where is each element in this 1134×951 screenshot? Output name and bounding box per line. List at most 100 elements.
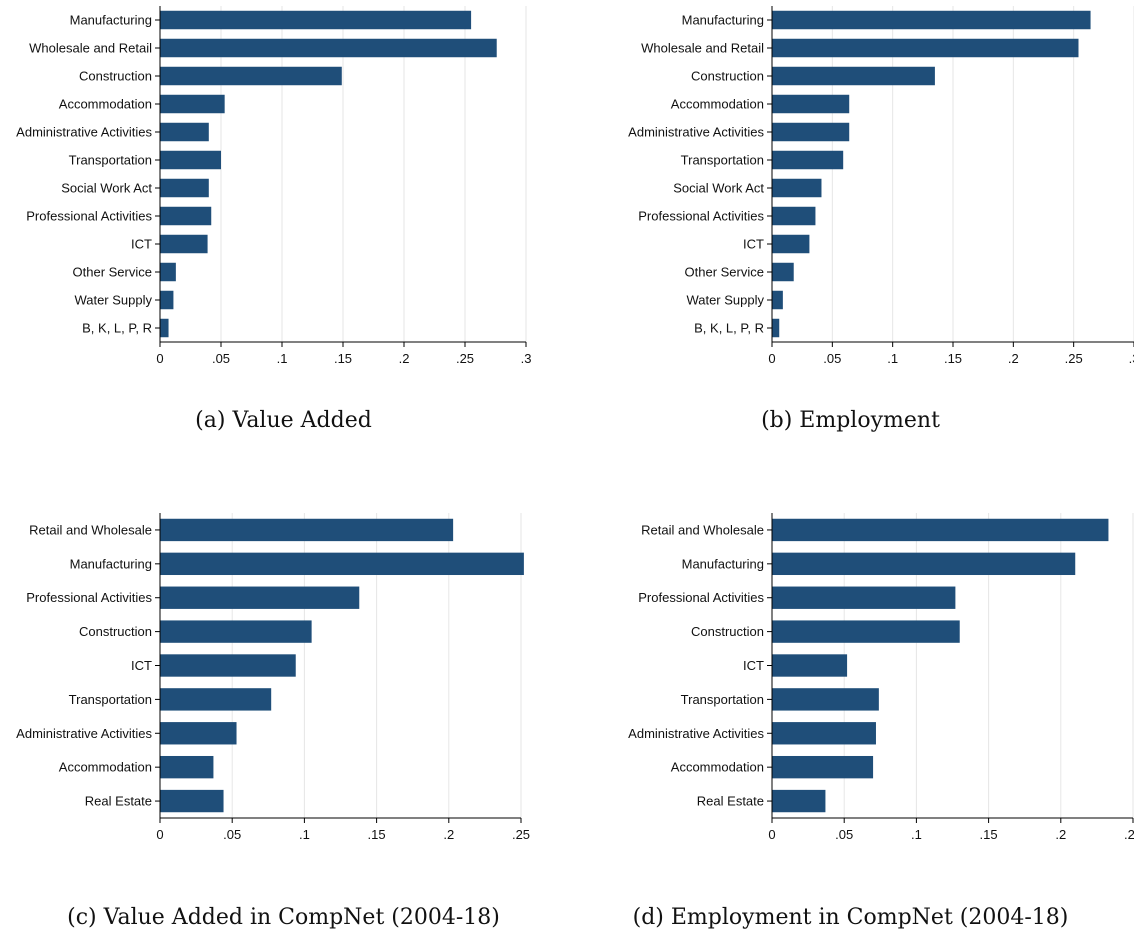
- bar: [772, 654, 848, 677]
- x-tick-label: 0: [768, 351, 775, 366]
- bar: [160, 38, 497, 58]
- bar: [160, 318, 169, 338]
- bar: [772, 722, 876, 745]
- x-tick-label: .05: [223, 827, 241, 842]
- bar: [772, 178, 822, 198]
- category-label: ICT: [743, 658, 764, 673]
- bar: [772, 262, 794, 282]
- bar: [160, 206, 212, 226]
- bar: [160, 620, 312, 643]
- bar: [160, 234, 208, 254]
- x-tick-label: .2: [399, 351, 410, 366]
- x-tick-label: .25: [456, 351, 474, 366]
- category-label: Administrative Activities: [16, 726, 152, 741]
- category-label: Accommodation: [671, 97, 764, 112]
- category-label: Administrative Activities: [628, 125, 764, 140]
- x-tick-label: .05: [823, 351, 841, 366]
- bar: [772, 552, 1076, 576]
- chart-value-added: Manufacturing Wholesale and Retail Constru…: [16, 6, 532, 366]
- category-label: Construction: [691, 69, 764, 84]
- bar: [160, 150, 221, 170]
- bar: [772, 318, 780, 338]
- category-label: Professional Activities: [638, 209, 764, 224]
- bar: [772, 10, 1091, 30]
- bar: [772, 38, 1079, 58]
- bar: [772, 586, 956, 609]
- category-label: Accommodation: [59, 760, 152, 775]
- category-label: Professional Activities: [638, 590, 764, 605]
- bar: [772, 755, 874, 779]
- x-tick-label: .3: [1129, 351, 1134, 366]
- chart-value-added-compnet: Retail and Wholesale Manufacturing Profess…: [16, 513, 530, 842]
- x-tick-label: .1: [911, 827, 922, 842]
- x-tick-label: .05: [212, 351, 230, 366]
- category-label: Transportation: [681, 692, 764, 707]
- x-tick-label: .1: [277, 351, 288, 366]
- bar: [160, 290, 174, 310]
- chart-employment: Manufacturing Wholesale and Retail Constru…: [628, 6, 1134, 366]
- chart-panel-d: Retail and Wholesale Manufacturing Profess…: [567, 505, 1134, 951]
- category-label: B, K, L, P, R: [82, 321, 152, 336]
- bar: [772, 290, 783, 310]
- bar: [772, 620, 960, 643]
- bar: [772, 234, 810, 254]
- x-tick-label: .05: [835, 827, 853, 842]
- bar: [160, 688, 272, 711]
- bar: [772, 122, 850, 142]
- x-tick-label: .3: [521, 351, 532, 366]
- bar: [772, 789, 826, 813]
- category-label: Wholesale and Retail: [641, 41, 764, 56]
- category-label: B, K, L, P, R: [694, 321, 764, 336]
- category-label: Water Supply: [686, 293, 764, 308]
- x-tick-label: .2: [443, 827, 454, 842]
- chart-panel-a: Manufacturing Wholesale and Retail Constru…: [0, 0, 567, 475]
- bar: [160, 10, 472, 30]
- bar: [160, 122, 209, 142]
- category-label: Other Service: [73, 265, 152, 280]
- bar: [160, 262, 176, 282]
- chart-caption: (a) Value Added: [195, 408, 372, 433]
- category-label: Manufacturing: [70, 556, 152, 571]
- category-label: Construction: [79, 624, 152, 639]
- category-label: Construction: [691, 624, 764, 639]
- chart-panel-c: Retail and Wholesale Manufacturing Profess…: [0, 505, 567, 951]
- category-label: Real Estate: [85, 794, 152, 809]
- category-label: Transportation: [69, 692, 152, 707]
- category-label: Construction: [79, 69, 152, 84]
- category-label: Accommodation: [671, 760, 764, 775]
- chart-panel-b: Manufacturing Wholesale and Retail Constru…: [567, 0, 1134, 475]
- x-tick-label: .15: [980, 827, 998, 842]
- category-label: Other Service: [685, 265, 764, 280]
- bar: [160, 94, 225, 114]
- chart-caption: (c) Value Added in CompNet (2004-18): [67, 905, 500, 930]
- x-tick-label: .15: [334, 351, 352, 366]
- category-label: Wholesale and Retail: [29, 41, 152, 56]
- bar: [772, 94, 850, 114]
- category-label: Manufacturing: [70, 13, 152, 28]
- x-tick-label: .2: [1008, 351, 1019, 366]
- category-label: Social Work Act: [673, 181, 764, 196]
- category-label: ICT: [743, 237, 764, 252]
- bar: [772, 206, 816, 226]
- category-label: Water Supply: [74, 293, 152, 308]
- category-label: Professional Activities: [26, 209, 152, 224]
- category-label: Administrative Activities: [16, 125, 152, 140]
- category-label: Accommodation: [59, 97, 152, 112]
- x-tick-label: .15: [368, 827, 386, 842]
- bar: [160, 586, 360, 609]
- bar: [772, 518, 1109, 542]
- category-label: Social Work Act: [61, 181, 152, 196]
- bar: [772, 66, 935, 86]
- x-tick-label: .15: [944, 351, 962, 366]
- x-tick-label: 0: [156, 351, 163, 366]
- category-label: Real Estate: [697, 794, 764, 809]
- bar: [160, 518, 454, 542]
- x-tick-label: .2: [1055, 827, 1066, 842]
- category-label: Professional Activities: [26, 590, 152, 605]
- category-label: Retail and Wholesale: [29, 522, 152, 537]
- x-tick-label: 0: [156, 827, 163, 842]
- category-label: Retail and Wholesale: [641, 522, 764, 537]
- x-tick-label: .25: [1065, 351, 1083, 366]
- bar: [160, 654, 296, 677]
- bar: [160, 755, 214, 779]
